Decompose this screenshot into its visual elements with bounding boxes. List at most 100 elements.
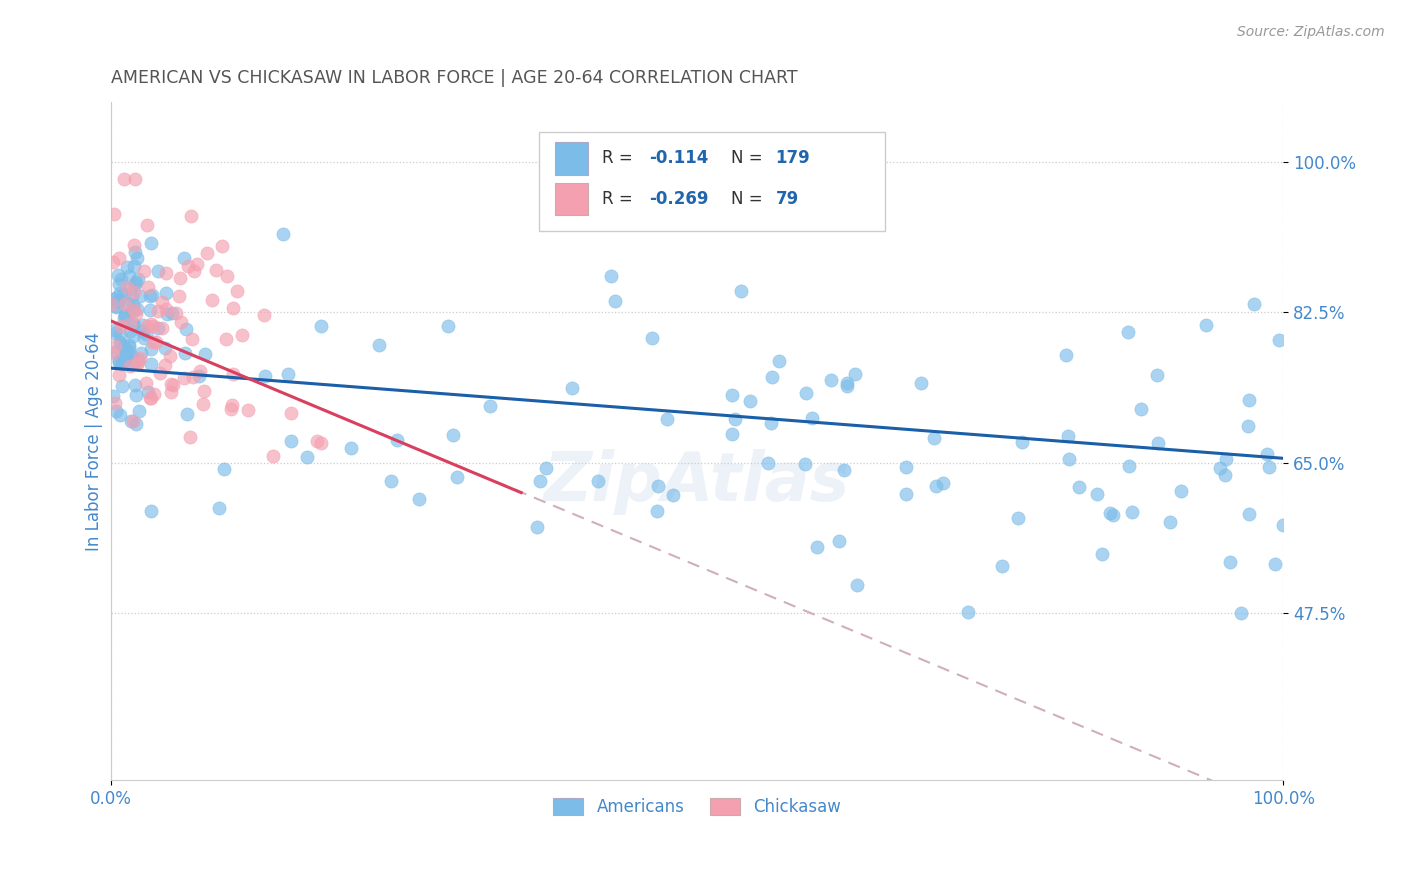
Point <box>107 293 129 308</box>
Point <box>368 337 391 351</box>
Point <box>478 399 501 413</box>
Point <box>526 519 548 533</box>
Point <box>226 284 249 298</box>
Legend: Americans, Chickasaw: Americans, Chickasaw <box>547 791 848 822</box>
Point <box>122 316 145 330</box>
Point <box>128 403 150 417</box>
Point <box>141 318 163 332</box>
Point <box>835 376 858 390</box>
Point <box>139 289 162 303</box>
Point <box>1146 368 1168 382</box>
Point <box>894 486 917 500</box>
Point <box>173 371 195 385</box>
Point <box>1118 458 1140 473</box>
Point <box>129 351 152 366</box>
Text: N =: N = <box>731 149 768 168</box>
Point <box>118 268 141 283</box>
Point <box>118 281 141 295</box>
Point <box>169 271 191 285</box>
Point <box>280 434 302 448</box>
Point <box>645 504 668 518</box>
Point <box>143 387 166 401</box>
Point <box>271 227 294 241</box>
Point <box>1011 435 1033 450</box>
Point <box>721 427 744 442</box>
Point <box>108 285 131 300</box>
Point <box>110 335 132 350</box>
Point <box>179 430 201 444</box>
Point <box>153 341 176 355</box>
Point <box>159 349 181 363</box>
Point <box>124 172 146 186</box>
Point <box>114 310 136 324</box>
Point <box>122 238 145 252</box>
Text: ZipAtlas: ZipAtlas <box>544 449 851 515</box>
Point <box>957 605 980 619</box>
Point <box>103 207 125 221</box>
Point <box>309 436 332 450</box>
Point <box>120 414 142 428</box>
Point <box>122 302 145 317</box>
Point <box>146 321 169 335</box>
Point <box>437 318 460 333</box>
Point <box>991 558 1014 573</box>
Point <box>139 236 162 251</box>
Point <box>134 331 156 345</box>
Point <box>277 367 299 381</box>
Point <box>176 322 198 336</box>
Point <box>132 318 155 332</box>
Point <box>125 417 148 431</box>
Point <box>159 384 181 399</box>
Point <box>112 348 135 362</box>
Point <box>534 461 557 475</box>
Point <box>121 329 143 343</box>
Point <box>127 272 149 286</box>
Point <box>115 260 138 274</box>
Point <box>136 218 159 232</box>
Point <box>120 353 142 368</box>
Point <box>155 359 177 373</box>
Point <box>108 368 131 382</box>
Point <box>280 406 302 420</box>
Point <box>110 337 132 351</box>
Point <box>100 297 122 311</box>
Point <box>165 306 187 320</box>
Point <box>122 260 145 274</box>
Point <box>1237 507 1260 521</box>
Point <box>108 251 131 265</box>
Point <box>834 463 856 477</box>
Point <box>105 403 128 417</box>
Point <box>142 334 165 349</box>
Point <box>380 474 402 488</box>
Point <box>142 319 165 334</box>
Point <box>231 327 253 342</box>
Point <box>114 297 136 311</box>
Point <box>655 412 678 426</box>
Point <box>1130 401 1153 416</box>
Point <box>139 357 162 371</box>
Point <box>120 324 142 338</box>
Point <box>159 377 181 392</box>
Point <box>441 428 464 442</box>
Point <box>125 275 148 289</box>
Point <box>603 294 626 309</box>
Point <box>127 354 149 368</box>
Point <box>793 458 815 472</box>
Point <box>122 414 145 428</box>
Point <box>107 293 129 308</box>
Point <box>122 285 145 300</box>
Point <box>262 450 284 464</box>
Point <box>105 290 128 304</box>
Point <box>586 474 609 488</box>
Point <box>101 346 124 360</box>
Point <box>111 356 134 370</box>
Point <box>173 251 195 265</box>
Point <box>188 368 211 383</box>
Bar <box>555 142 588 175</box>
Point <box>155 266 177 280</box>
Point <box>104 326 127 341</box>
Point <box>1057 451 1080 466</box>
Point <box>529 474 551 488</box>
Point <box>108 327 131 342</box>
Point <box>1237 393 1260 408</box>
